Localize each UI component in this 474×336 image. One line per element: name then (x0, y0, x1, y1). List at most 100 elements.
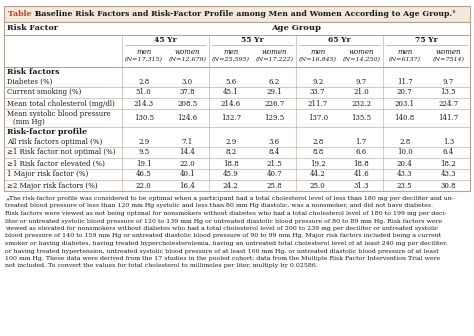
Text: 10.0: 10.0 (397, 149, 413, 157)
Text: 31.3: 31.3 (354, 181, 369, 190)
Text: 33.7: 33.7 (310, 88, 326, 96)
Text: 6.6: 6.6 (356, 149, 367, 157)
Text: 40.1: 40.1 (179, 170, 195, 178)
Text: Age Group: Age Group (271, 25, 321, 33)
Text: (N=12,679): (N=12,679) (168, 57, 206, 62)
Text: 21.5: 21.5 (266, 160, 282, 168)
Text: women: women (348, 48, 374, 56)
Text: 214.6: 214.6 (220, 99, 241, 108)
Text: All risk factors optimal (%): All risk factors optimal (%) (7, 137, 102, 145)
Text: 18.8: 18.8 (354, 160, 369, 168)
Text: The risk-factor profile was considered to be optimal when a participant had a to: The risk-factor profile was considered t… (9, 196, 454, 201)
Text: 6.2: 6.2 (269, 78, 280, 85)
Text: (N=7514): (N=7514) (432, 57, 464, 62)
Text: 8.4: 8.4 (269, 149, 280, 157)
Text: 21.0: 21.0 (354, 88, 369, 96)
Text: (N=14,250): (N=14,250) (342, 57, 380, 62)
Bar (4, 6, 470, 22)
Text: 140.8: 140.8 (395, 114, 415, 122)
Text: 130.5: 130.5 (134, 114, 154, 122)
Text: liter or untreated systolic blood pressure of 120 to 139 mm Hg or untreated dias: liter or untreated systolic blood pressu… (5, 218, 442, 223)
Text: 2.8: 2.8 (399, 137, 410, 145)
Text: 40.7: 40.7 (266, 170, 282, 178)
Text: 19.2: 19.2 (310, 160, 326, 168)
Text: 46.5: 46.5 (136, 170, 152, 178)
Text: 9.7: 9.7 (356, 78, 367, 85)
Text: 23.5: 23.5 (397, 181, 412, 190)
Text: 45.1: 45.1 (223, 88, 238, 96)
Text: (N=16,845): (N=16,845) (299, 57, 337, 62)
Text: 224.7: 224.7 (438, 99, 458, 108)
Text: treated blood pressure of less than 120 mm Hg systolic and less than 80 mm Hg di: treated blood pressure of less than 120 … (5, 204, 433, 209)
Text: ≥1 Risk factor elevated (%): ≥1 Risk factor elevated (%) (7, 160, 105, 168)
Text: 8.2: 8.2 (225, 149, 237, 157)
Text: 6.4: 6.4 (443, 149, 454, 157)
Text: men: men (397, 48, 412, 56)
Text: women: women (262, 48, 287, 56)
Text: (N=17,222): (N=17,222) (255, 57, 293, 62)
Text: 18.2: 18.2 (440, 160, 456, 168)
Text: Table 1.: Table 1. (8, 10, 43, 18)
Text: 203.1: 203.1 (395, 99, 415, 108)
Text: 132.7: 132.7 (221, 114, 241, 122)
Text: Mean total cholesterol (mg/dl): Mean total cholesterol (mg/dl) (7, 99, 115, 108)
Text: ∗: ∗ (5, 196, 9, 201)
Text: 20.4: 20.4 (397, 160, 413, 168)
Text: Baseline Risk Factors and Risk-Factor Profile among Men and Women According to A: Baseline Risk Factors and Risk-Factor Pr… (32, 10, 456, 18)
Text: 2.8: 2.8 (138, 78, 149, 85)
Text: Current smoking (%): Current smoking (%) (7, 88, 82, 96)
Text: 135.5: 135.5 (351, 114, 371, 122)
Text: 55 Yr: 55 Yr (241, 37, 264, 44)
Text: 2.9: 2.9 (225, 137, 237, 145)
Text: 1 Major risk factor (%): 1 Major risk factor (%) (7, 170, 88, 178)
Text: 137.0: 137.0 (308, 114, 328, 122)
Text: 211.7: 211.7 (308, 99, 328, 108)
Text: 22.0: 22.0 (136, 181, 152, 190)
Text: 65 Yr: 65 Yr (328, 37, 351, 44)
Text: not included. To convert the values for total cholesterol to millimoles per lite: not included. To convert the values for … (5, 263, 318, 268)
Text: women: women (436, 48, 461, 56)
Text: 3.6: 3.6 (269, 137, 280, 145)
Text: 9.7: 9.7 (443, 78, 454, 85)
Text: 7.1: 7.1 (182, 137, 193, 145)
Text: 129.5: 129.5 (264, 114, 284, 122)
Text: smoker or having diabetes, having treated hypercholesterolemia, having an untrea: smoker or having diabetes, having treate… (5, 241, 447, 246)
Text: 226.7: 226.7 (264, 99, 284, 108)
Text: 44.2: 44.2 (310, 170, 326, 178)
Text: 9.5: 9.5 (138, 149, 149, 157)
Text: 24.2: 24.2 (223, 181, 238, 190)
Text: Risk Factor: Risk Factor (7, 25, 58, 33)
Text: men: men (310, 48, 325, 56)
Text: 25.8: 25.8 (266, 181, 282, 190)
Text: 11.7: 11.7 (397, 78, 413, 85)
Text: 37.8: 37.8 (180, 88, 195, 96)
Text: 208.5: 208.5 (177, 99, 197, 108)
Text: 14.4: 14.4 (179, 149, 195, 157)
Text: 214.3: 214.3 (134, 99, 154, 108)
Text: 1.3: 1.3 (443, 137, 454, 145)
Text: or having treated hypertension, untreated systolic blood pressure of at least 16: or having treated hypertension, untreate… (5, 249, 439, 253)
Text: (N=17,315): (N=17,315) (125, 57, 163, 62)
Text: 45 Yr: 45 Yr (154, 37, 177, 44)
Text: 18.8: 18.8 (223, 160, 238, 168)
Text: 41.6: 41.6 (354, 170, 369, 178)
Text: 100 mm Hg. These data were derived from the 17 studies in the pooled cohort; dat: 100 mm Hg. These data were derived from … (5, 256, 440, 261)
Text: 3.0: 3.0 (182, 78, 193, 85)
Text: women: women (174, 48, 200, 56)
Text: (mm Hg): (mm Hg) (13, 118, 45, 126)
Text: 20.7: 20.7 (397, 88, 413, 96)
Text: 232.2: 232.2 (351, 99, 371, 108)
Text: 43.3: 43.3 (440, 170, 456, 178)
Bar (4, 22, 470, 191)
Text: Risk-factor profile: Risk-factor profile (7, 127, 87, 135)
Text: 9.2: 9.2 (312, 78, 323, 85)
Text: 1.7: 1.7 (356, 137, 367, 145)
Text: (N=6137): (N=6137) (389, 57, 421, 62)
Text: 2.8: 2.8 (312, 137, 323, 145)
Text: 141.7: 141.7 (438, 114, 458, 122)
Text: 45.9: 45.9 (223, 170, 238, 178)
Text: 2.9: 2.9 (138, 137, 149, 145)
Text: 8.8: 8.8 (312, 149, 323, 157)
Text: Mean systolic blood pressure: Mean systolic blood pressure (7, 110, 111, 118)
Text: 25.0: 25.0 (310, 181, 326, 190)
